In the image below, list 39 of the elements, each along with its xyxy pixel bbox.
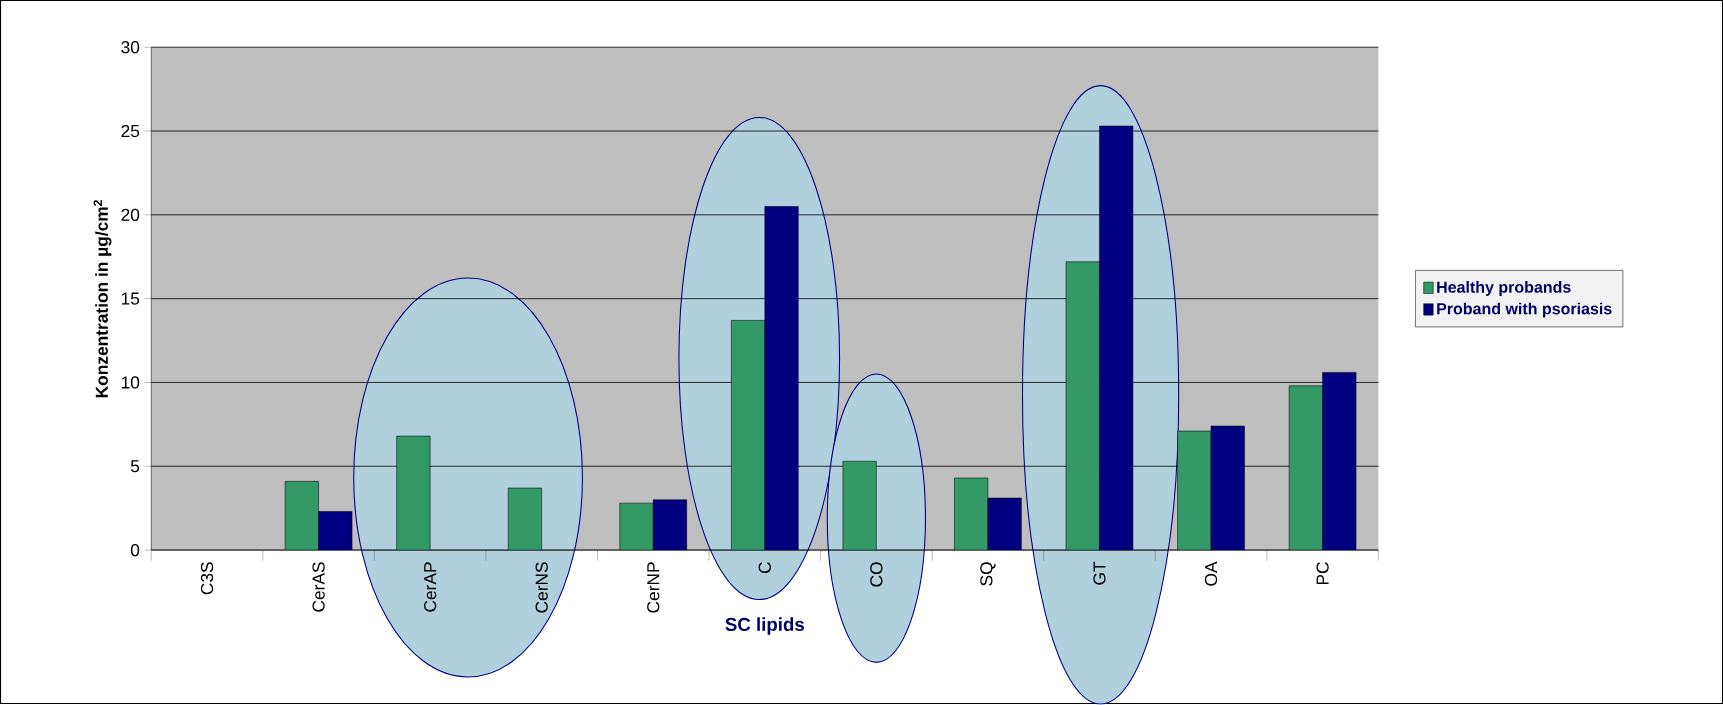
bar	[1211, 426, 1245, 551]
y-axis-title: Konzentration in µg/cm$^{2}$	[93, 200, 112, 398]
bar	[954, 478, 988, 551]
bar	[842, 461, 877, 551]
bar	[508, 488, 542, 551]
bar	[653, 499, 687, 551]
x-tick-label: CerNS	[535, 562, 548, 613]
y-tick-label: 25	[121, 125, 140, 138]
bar	[764, 206, 799, 551]
bar	[619, 503, 654, 551]
x-tick-label: PC	[1316, 562, 1329, 585]
bar	[285, 481, 319, 551]
y-tick-label: 5	[130, 460, 140, 473]
x-tick-label: OA	[1204, 561, 1218, 586]
x-tick-label: CerAP	[424, 562, 437, 612]
y-tick-label: 0	[130, 544, 140, 557]
legend-label: Proband with psoriasis	[1437, 302, 1612, 318]
x-tick-label: CerAS	[312, 562, 325, 612]
x-tick-label: C3S	[200, 562, 214, 595]
bar	[396, 436, 431, 551]
bar	[1322, 372, 1357, 551]
bar	[1288, 385, 1323, 551]
x-tick-label: SQ	[980, 562, 996, 586]
bar	[1177, 431, 1212, 551]
y-tick-label: 30	[121, 41, 140, 54]
x-tick-label: C	[758, 562, 771, 574]
y-tick-label: 15	[121, 292, 140, 305]
x-tick-label: CerNP	[647, 562, 660, 613]
x-tick-label: GT	[1093, 562, 1106, 585]
bar	[987, 498, 1022, 551]
bar	[1066, 261, 1100, 551]
bar	[318, 511, 353, 551]
legend-label: Healthy probands	[1437, 281, 1571, 297]
y-tick-label: 20	[121, 208, 140, 222]
bar	[731, 320, 765, 551]
x-tick-label: CO	[870, 562, 883, 587]
bar	[1099, 126, 1133, 551]
y-tick-label: 10	[121, 376, 140, 389]
x-axis-title: SC lipids	[725, 617, 804, 635]
